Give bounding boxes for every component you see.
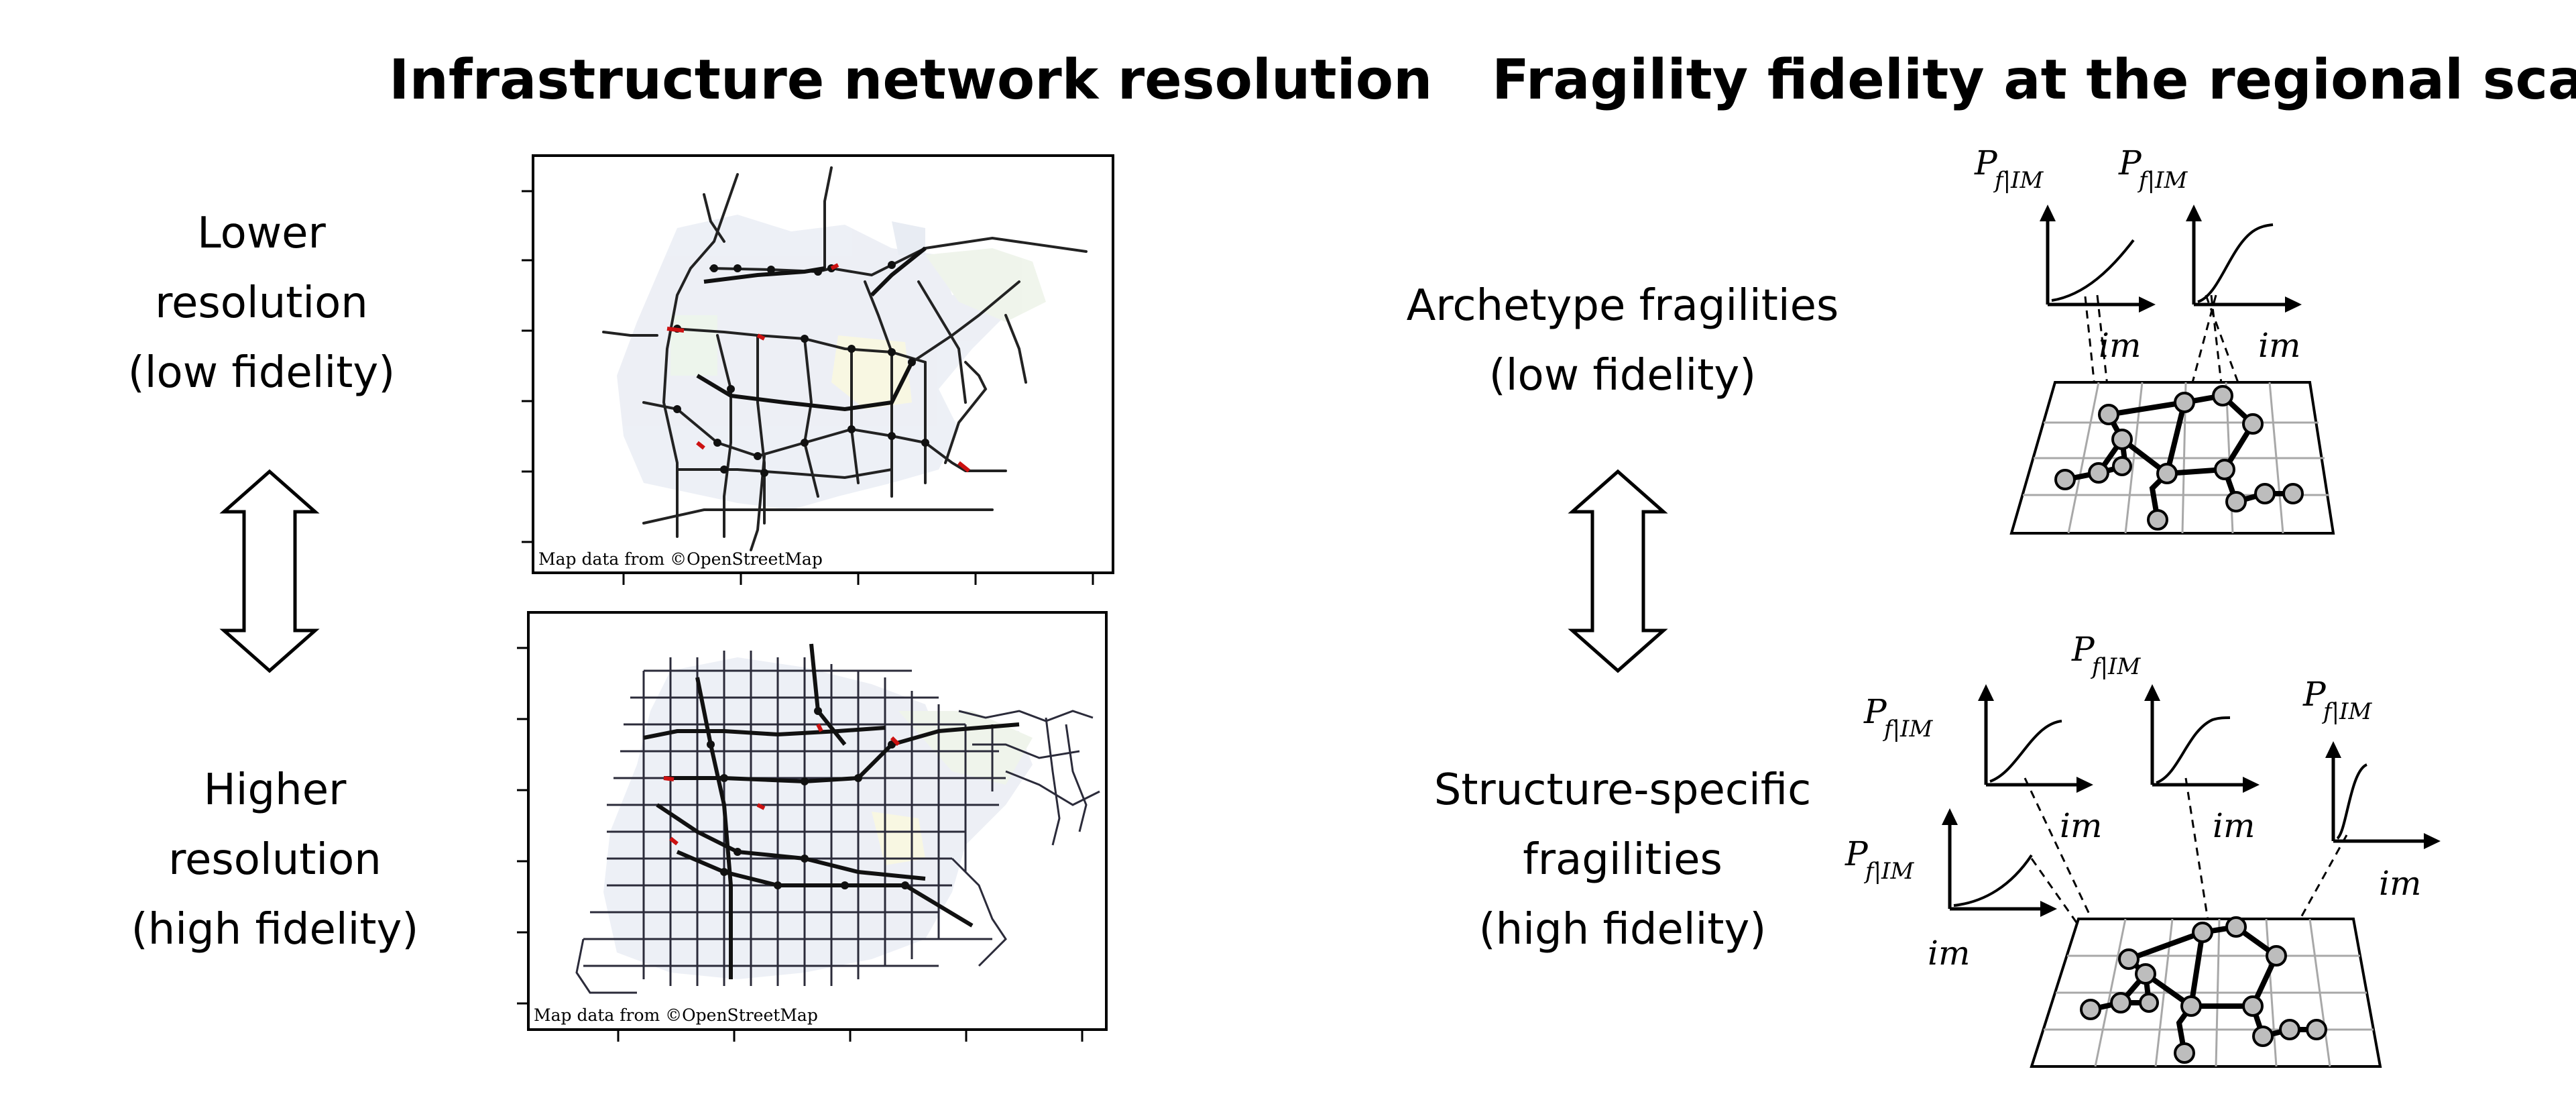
archetype-label: Archetype fragilities (low fidelity) (1368, 271, 1877, 410)
pf-label-main: P (2118, 144, 2142, 182)
pf-label-main: P (2302, 675, 2327, 714)
network-nodes (673, 261, 929, 477)
pf-label-sub: f|IM (1993, 167, 2044, 194)
pf-label-sub: f|IM (1863, 858, 1914, 885)
pf-label-sub: f|IM (2090, 653, 2141, 680)
im-label: im (2060, 806, 2102, 845)
network-nodes (707, 707, 909, 889)
higher-resolution-label: Higher resolution (high fidelity) (101, 755, 449, 965)
fragility-curve-plot: P f|IM im (1863, 684, 2102, 845)
archetype-line1: Archetype fragilities (1406, 281, 1839, 331)
structure-specific-line3: (high fidelity) (1478, 905, 1767, 954)
road-grid (575, 651, 1100, 994)
low-resolution-map: Map data from ©OpenStreetMap (522, 154, 1114, 585)
damaged-links (663, 723, 900, 846)
pf-label-main: P (1845, 834, 1869, 873)
lower-resolution-line2: resolution (155, 278, 368, 328)
left-title: Infrastructure network resolution (389, 48, 1433, 112)
im-label: im (2213, 806, 2255, 845)
im-label: im (2379, 864, 2421, 903)
structure-specific-schematic: P f|IM im P f|IM im P f|IM im (1845, 630, 2441, 1068)
fragility-curve-plot: P f|IM im (2302, 675, 2441, 903)
pf-label-main: P (1863, 692, 1887, 731)
lower-resolution-line3: (low fidelity) (127, 348, 396, 398)
structure-specific-label: Structure-specific fragilities (high fid… (1368, 755, 1877, 965)
archetype-line2: (low fidelity) (1488, 351, 1757, 400)
map-attribution-top: Map data from ©OpenStreetMap (538, 549, 823, 569)
im-label: im (2258, 326, 2300, 365)
pf-label-sub: f|IM (2321, 698, 2372, 725)
damaged-links (666, 263, 970, 473)
im-label: im (2099, 326, 2141, 365)
fragility-curve-plot: P f|IM im (1974, 144, 2156, 365)
pf-label-sub: f|IM (1882, 716, 1933, 743)
high-resolution-map: Map data from ©OpenStreetMap (517, 611, 1108, 1042)
higher-resolution-line2: resolution (168, 835, 382, 885)
pf-label-main: P (1974, 144, 1998, 182)
double-arrow-icon (219, 469, 320, 673)
fragility-curve-plot: P f|IM im (1845, 808, 2057, 973)
fragility-curve-plot: P f|IM im (2118, 144, 2302, 365)
urban-area (617, 215, 1046, 510)
archetype-schematic: P f|IM im P f|IM im (1974, 144, 2335, 535)
right-title: Fragility fidelity at the regional scale (1492, 48, 2576, 112)
double-arrow-icon (1568, 469, 1668, 673)
structure-specific-line2: fragilities (1523, 835, 1722, 885)
structure-specific-line1: Structure-specific (1433, 765, 1812, 815)
map-attribution-bottom: Map data from ©OpenStreetMap (534, 1005, 818, 1025)
pf-label-main: P (2071, 630, 2095, 669)
map-axis-ticks (522, 190, 1094, 585)
higher-resolution-line1: Higher (203, 765, 347, 815)
im-label: im (1928, 934, 1970, 973)
lower-resolution-line1: Lower (197, 209, 326, 258)
higher-resolution-line3: (high fidelity) (131, 905, 419, 954)
map-axis-ticks (517, 647, 1084, 1042)
pf-label-sub: f|IM (2137, 167, 2188, 194)
fragility-curve-plot: P f|IM im (2071, 630, 2260, 845)
lower-resolution-label: Lower resolution (low fidelity) (94, 199, 429, 408)
